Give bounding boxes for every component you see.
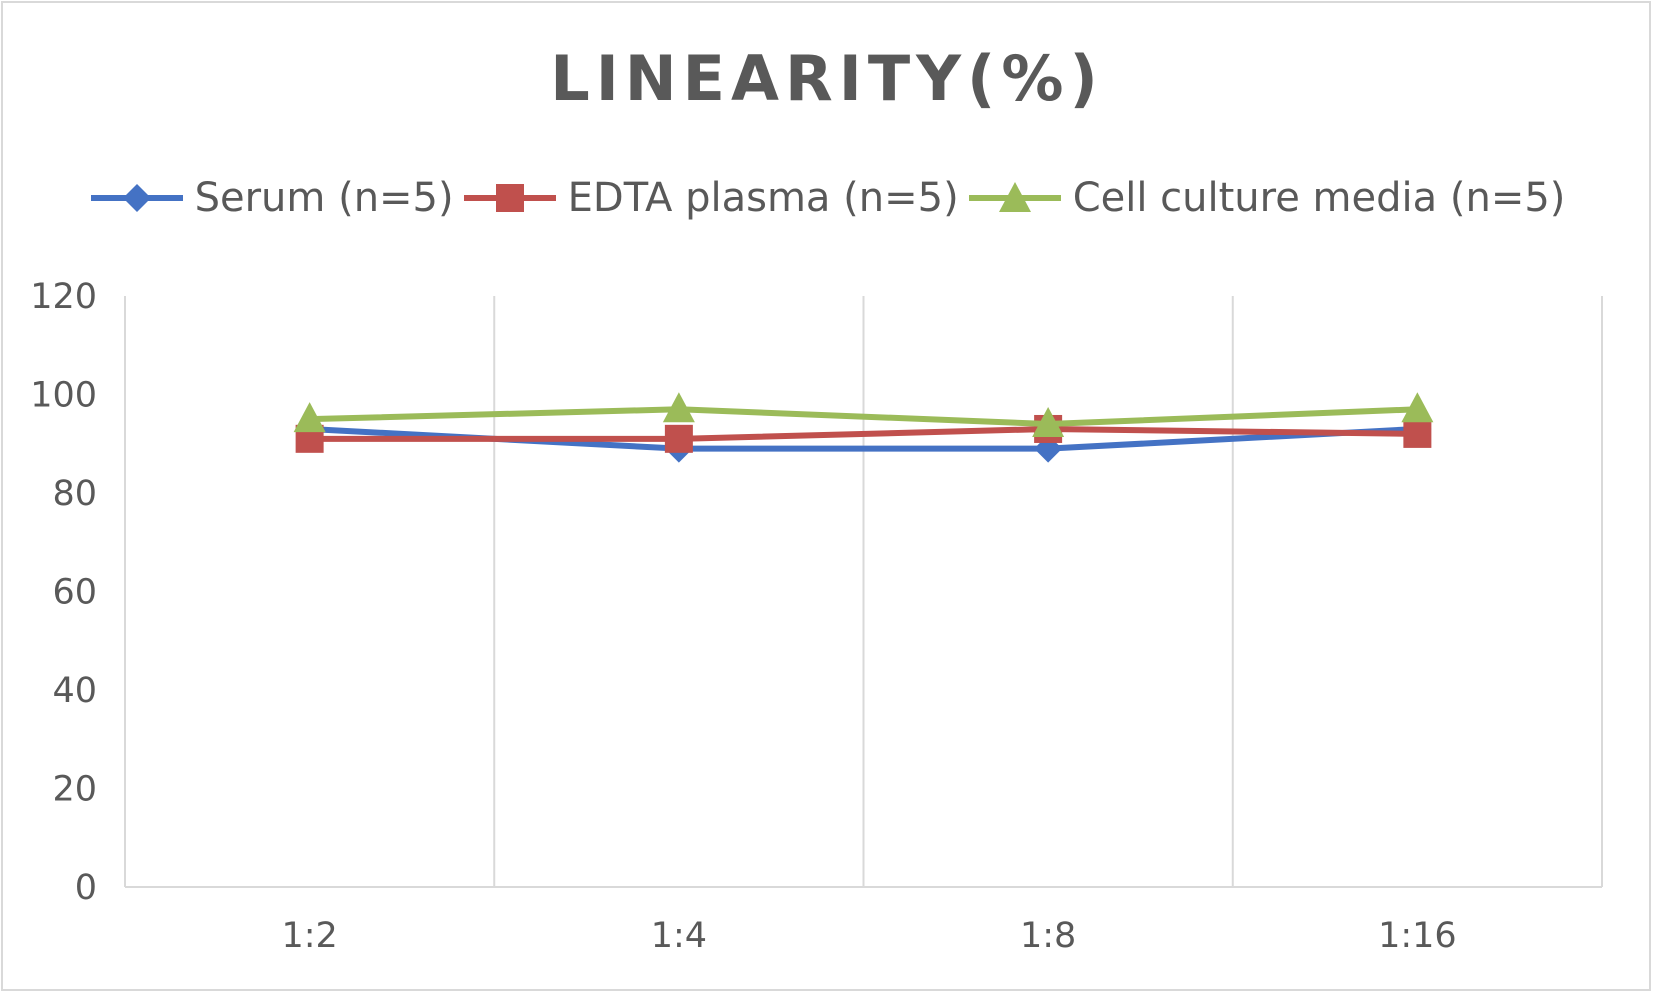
data-point-cell <box>1032 407 1065 438</box>
legend-item-cell-culture-media: Cell culture media (n=5) <box>967 175 1566 221</box>
data-point-cell <box>293 402 326 433</box>
y-tick-label: 40 <box>52 671 97 711</box>
legend-label-edta-plasma: EDTA plasma (n=5) <box>567 175 959 221</box>
legend: Serum (n=5) EDTA plasma (n=5) Cell cultu… <box>0 168 1654 228</box>
x-tick-label: 1:2 <box>281 916 337 956</box>
y-tick-label: 100 <box>30 376 97 416</box>
data-point-cell <box>662 392 695 423</box>
data-point-cell <box>1401 392 1434 423</box>
legend-label-serum: Serum (n=5) <box>194 175 454 221</box>
y-tick-label: 80 <box>52 474 97 514</box>
legend-label-cell-culture-media: Cell culture media (n=5) <box>1072 175 1566 221</box>
series-line-cell <box>309 406 1418 428</box>
data-point-edta <box>664 424 693 453</box>
x-tick-label: 1:8 <box>1020 916 1076 956</box>
legend-item-serum: Serum (n=5) <box>89 175 454 221</box>
y-tick-label: 20 <box>52 770 97 810</box>
chart-title: LINEARITY(%) <box>550 42 1104 115</box>
x-tick-label: 1:16 <box>1378 916 1457 956</box>
y-tick-label: 60 <box>52 573 97 613</box>
legend-marker-cell-culture-media <box>968 182 1061 212</box>
y-tick-label: 120 <box>30 277 97 317</box>
x-tick-label: 1:4 <box>651 916 707 956</box>
legend-item-edta-plasma: EDTA plasma (n=5) <box>462 175 959 221</box>
legend-marker-serum <box>90 184 183 212</box>
y-tick-label: 0 <box>75 868 97 908</box>
data-point-edta <box>1403 419 1432 448</box>
legend-marker-edta-plasma <box>463 184 556 212</box>
series-line-edta <box>309 425 1418 442</box>
